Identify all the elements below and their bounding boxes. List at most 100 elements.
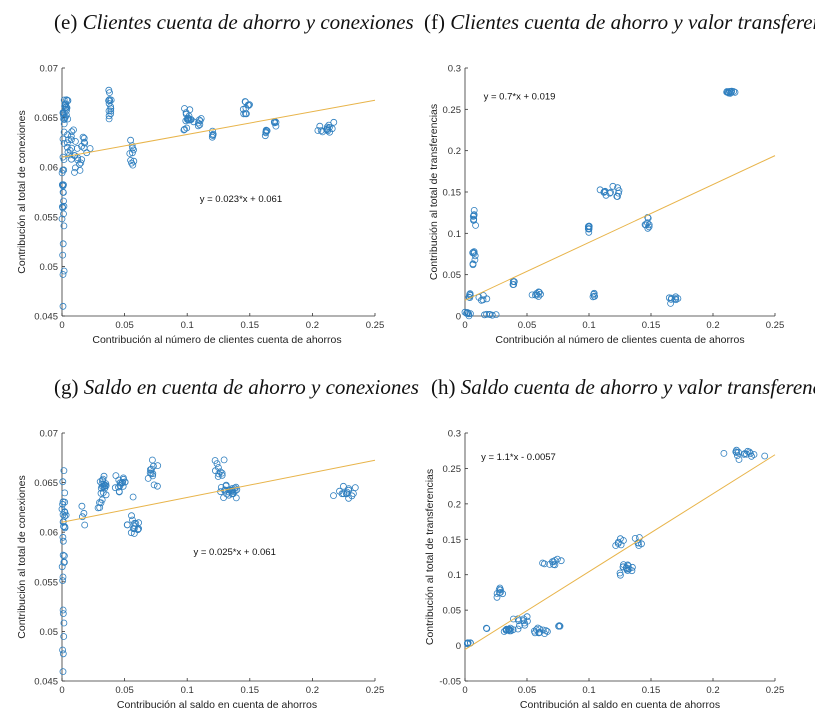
scatter-point bbox=[86, 145, 94, 152]
scatter-point bbox=[76, 166, 84, 174]
scatter-point bbox=[78, 502, 86, 510]
scatter-point bbox=[464, 309, 472, 317]
x-tick-label: 0.2 bbox=[706, 320, 719, 331]
x-axis-label: Contribución al número de clientes cuent… bbox=[495, 334, 744, 346]
scatter-point bbox=[59, 533, 67, 541]
y-tick-label: 0.2 bbox=[448, 499, 461, 510]
scatter-point bbox=[126, 150, 134, 157]
scatter-point bbox=[466, 291, 474, 298]
y-tick-label: 0.045 bbox=[34, 312, 58, 323]
scatter-point bbox=[641, 221, 649, 229]
scatter-point bbox=[469, 212, 477, 220]
scatter-point bbox=[60, 112, 67, 120]
scatter-point bbox=[218, 469, 226, 477]
scatter-point bbox=[483, 310, 491, 318]
scatter-point bbox=[323, 126, 331, 134]
panel-f: (f) Clientes cuenta de ahorro y valor tr… bbox=[424, 10, 815, 346]
scatter-point bbox=[225, 491, 233, 499]
scatter-point bbox=[106, 96, 113, 103]
scatter-point bbox=[470, 212, 478, 220]
scatter-point bbox=[148, 456, 156, 464]
scatter-point bbox=[102, 491, 110, 499]
scatter-point bbox=[624, 562, 632, 570]
panel-h: (h) Saldo cuenta de ahorro y valor trans… bbox=[424, 375, 815, 711]
scatter-point bbox=[72, 164, 79, 172]
scatter-point bbox=[129, 516, 136, 524]
scatter-point bbox=[66, 146, 74, 154]
x-tick-label: 0.05 bbox=[518, 320, 537, 331]
scatter-point bbox=[461, 308, 469, 316]
scatter-point bbox=[470, 248, 478, 256]
fit-equation-label: y = 0.025*x + 0.061 bbox=[193, 547, 275, 558]
scatter-point bbox=[241, 110, 249, 118]
scatter-point bbox=[514, 625, 522, 633]
scatter-point bbox=[185, 112, 193, 120]
scatter-point bbox=[314, 127, 322, 134]
scatter-point bbox=[62, 511, 70, 519]
x-tick-label: 0.05 bbox=[115, 685, 134, 696]
scatter-point bbox=[644, 213, 652, 221]
scatter-point bbox=[615, 538, 622, 546]
y-tick-label: 0.15 bbox=[443, 188, 462, 199]
scatter-point bbox=[617, 571, 624, 579]
scatter-point bbox=[59, 135, 67, 143]
x-tick-label: 0.15 bbox=[642, 320, 661, 331]
scatter-point bbox=[616, 569, 624, 577]
scatter-point bbox=[617, 535, 624, 543]
scatter-point bbox=[78, 156, 86, 164]
y-tick-label: 0.15 bbox=[443, 535, 462, 546]
scatter-point bbox=[735, 456, 743, 463]
scatter-point bbox=[59, 537, 67, 545]
x-axis-label: Contribución al saldo en cuenta de ahorr… bbox=[520, 699, 720, 711]
scatter-point bbox=[479, 296, 487, 304]
x-tick-label: 0.15 bbox=[241, 685, 260, 696]
y-tick-label: 0.05 bbox=[40, 262, 59, 273]
fit-line bbox=[61, 459, 376, 523]
scatter-point bbox=[466, 294, 474, 302]
scatter-point bbox=[262, 128, 270, 136]
scatter-point bbox=[60, 222, 68, 230]
scatter-point bbox=[149, 470, 157, 478]
scatter-point bbox=[506, 627, 514, 635]
scatter-point bbox=[606, 189, 614, 197]
scatter-point bbox=[271, 119, 278, 127]
scatter-point bbox=[96, 499, 103, 506]
scatter-point bbox=[59, 302, 67, 310]
y-tick-label: 0.3 bbox=[448, 429, 461, 440]
scatter-point bbox=[59, 668, 67, 675]
scatter-point bbox=[150, 481, 158, 489]
scatter-point bbox=[510, 281, 518, 288]
scatter-point bbox=[674, 295, 682, 302]
scatter-point bbox=[222, 481, 230, 489]
scatter-point bbox=[130, 530, 138, 537]
x-tick-label: 0 bbox=[462, 320, 467, 331]
scatter-point bbox=[464, 639, 472, 647]
scatter-point bbox=[81, 521, 89, 529]
scatter-point bbox=[61, 489, 69, 497]
scatter-point bbox=[59, 500, 66, 508]
x-tick-label: 0.15 bbox=[241, 320, 260, 331]
scatter-point bbox=[492, 311, 500, 319]
scatter-point bbox=[194, 119, 202, 127]
scatter-point bbox=[59, 646, 66, 654]
y-tick-label: 0.065 bbox=[34, 478, 58, 489]
x-tick-label: 0.25 bbox=[766, 685, 785, 696]
y-tick-label: 0.05 bbox=[40, 627, 59, 638]
scatter-point bbox=[60, 467, 68, 475]
scatter-point bbox=[672, 296, 680, 304]
scatter-point bbox=[59, 204, 67, 212]
scatter-point bbox=[80, 509, 88, 517]
scatter-point bbox=[61, 524, 69, 532]
x-tick-label: 0 bbox=[462, 685, 467, 696]
scatter-point bbox=[470, 215, 478, 223]
scatter-point bbox=[149, 472, 157, 480]
fit-line bbox=[61, 99, 376, 158]
scatter-point bbox=[555, 622, 563, 629]
scatter-point bbox=[521, 621, 529, 629]
scatter-point bbox=[100, 480, 108, 488]
x-axis-label: Contribución al saldo en cuenta de ahorr… bbox=[117, 699, 317, 711]
scatter-point bbox=[214, 464, 222, 471]
y-tick-label: 0.06 bbox=[40, 163, 59, 174]
scatter-point bbox=[499, 590, 507, 598]
scatter-point bbox=[535, 293, 542, 300]
